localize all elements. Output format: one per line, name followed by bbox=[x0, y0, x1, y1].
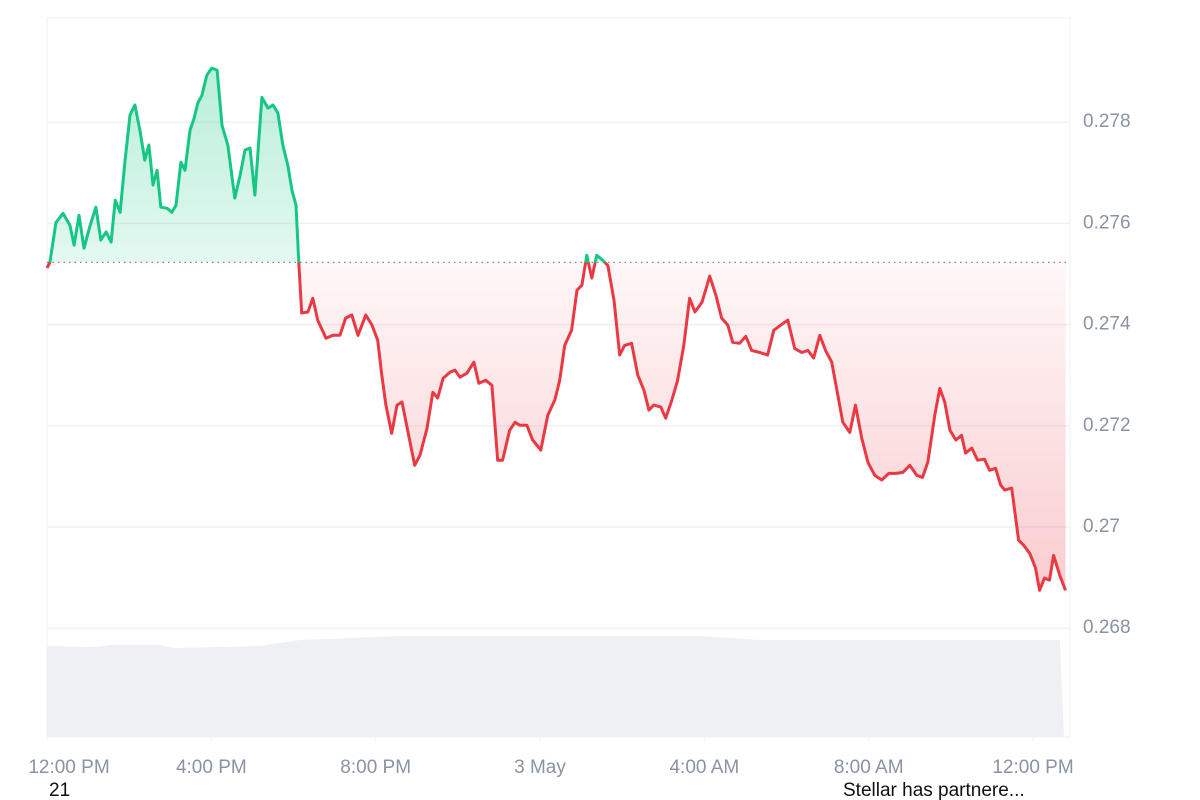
x-tick-label: 4:00 AM bbox=[669, 757, 739, 778]
x-tick-label: 3 May bbox=[514, 757, 566, 778]
x-tick-label: 4:00 PM bbox=[176, 757, 247, 778]
x-tick-label: 12:00 PM bbox=[992, 757, 1073, 778]
x-tick-label: 8:00 PM bbox=[340, 757, 411, 778]
annotation: 21 bbox=[49, 780, 70, 800]
y-tick-label: 0.276 bbox=[1083, 212, 1131, 233]
volume-area bbox=[47, 636, 1064, 737]
x-tick-label: 12:00 PM bbox=[28, 757, 109, 778]
y-tick-label: 0.278 bbox=[1083, 111, 1131, 132]
y-tick-label: 0.272 bbox=[1083, 415, 1131, 436]
y-tick-label: 0.27 bbox=[1083, 516, 1120, 537]
area bbox=[47, 68, 1066, 591]
x-tick-label: 8:00 AM bbox=[834, 757, 904, 778]
y-tick-label: 0.274 bbox=[1083, 314, 1131, 335]
y-tick-label: 0.268 bbox=[1083, 617, 1131, 638]
annotation: Stellar has partnere... bbox=[843, 780, 1025, 800]
price-line bbox=[45, 66, 1067, 592]
